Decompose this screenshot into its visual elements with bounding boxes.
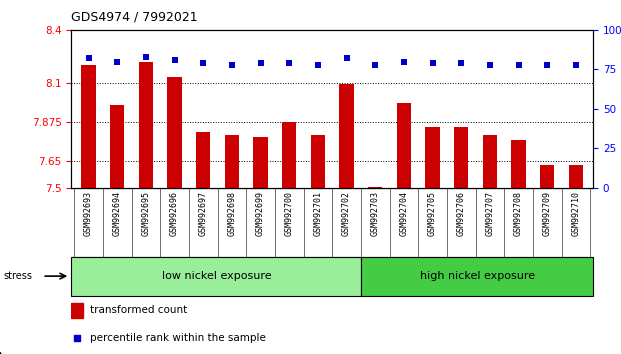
Bar [168, 78, 182, 188]
Point [72, 335, 82, 341]
Text: GSM992703: GSM992703 [371, 191, 379, 236]
Text: GSM992708: GSM992708 [514, 191, 523, 236]
Bar [454, 127, 468, 188]
Text: GSM992709: GSM992709 [543, 191, 551, 236]
Text: GSM992706: GSM992706 [456, 191, 466, 236]
Point [514, 62, 524, 68]
Text: GSM992702: GSM992702 [342, 191, 351, 236]
Bar [511, 141, 526, 188]
Text: GSM992707: GSM992707 [486, 191, 494, 236]
Bar [368, 187, 383, 188]
Text: stress: stress [3, 271, 32, 281]
Point [256, 60, 266, 66]
Point [141, 54, 151, 60]
Text: GSM992699: GSM992699 [256, 191, 265, 236]
Text: GSM992705: GSM992705 [428, 191, 437, 236]
Bar [340, 84, 354, 188]
Text: GSM992696: GSM992696 [170, 191, 179, 236]
Point [571, 62, 581, 68]
Point [227, 62, 237, 68]
Text: GSM992693: GSM992693 [84, 191, 93, 236]
Bar [71, 257, 361, 296]
Text: GSM992694: GSM992694 [113, 191, 122, 236]
Text: GSM992700: GSM992700 [285, 191, 294, 236]
Point [428, 60, 438, 66]
Point [370, 62, 380, 68]
Text: percentile rank within the sample: percentile rank within the sample [89, 333, 266, 343]
Bar [361, 257, 593, 296]
Point [84, 56, 94, 61]
Point [112, 59, 122, 64]
Bar [282, 122, 296, 188]
Text: GSM992704: GSM992704 [399, 191, 409, 236]
Point [342, 56, 351, 61]
Bar [71, 303, 83, 318]
Bar [310, 135, 325, 188]
Point [456, 60, 466, 66]
Bar [138, 62, 153, 188]
Point [170, 57, 179, 63]
Point [399, 59, 409, 64]
Bar [425, 127, 440, 188]
Text: low nickel exposure: low nickel exposure [161, 271, 271, 281]
Text: GSM992710: GSM992710 [571, 191, 581, 236]
Text: GSM992697: GSM992697 [199, 191, 208, 236]
Bar [483, 135, 497, 188]
Point [485, 62, 495, 68]
Bar [397, 103, 411, 188]
Text: GSM992701: GSM992701 [314, 191, 322, 236]
Text: GSM992695: GSM992695 [142, 191, 150, 236]
Bar [540, 165, 555, 188]
Bar [196, 132, 211, 188]
Bar [81, 65, 96, 188]
Bar [225, 135, 239, 188]
Bar [110, 105, 124, 188]
Bar [253, 137, 268, 188]
Bar [569, 165, 583, 188]
Point [284, 60, 294, 66]
Text: GDS4974 / 7992021: GDS4974 / 7992021 [71, 11, 198, 24]
Point [542, 62, 552, 68]
Point [198, 60, 208, 66]
Text: GSM992698: GSM992698 [227, 191, 237, 236]
Point [313, 62, 323, 68]
Text: high nickel exposure: high nickel exposure [420, 271, 535, 281]
Text: transformed count: transformed count [89, 305, 187, 315]
